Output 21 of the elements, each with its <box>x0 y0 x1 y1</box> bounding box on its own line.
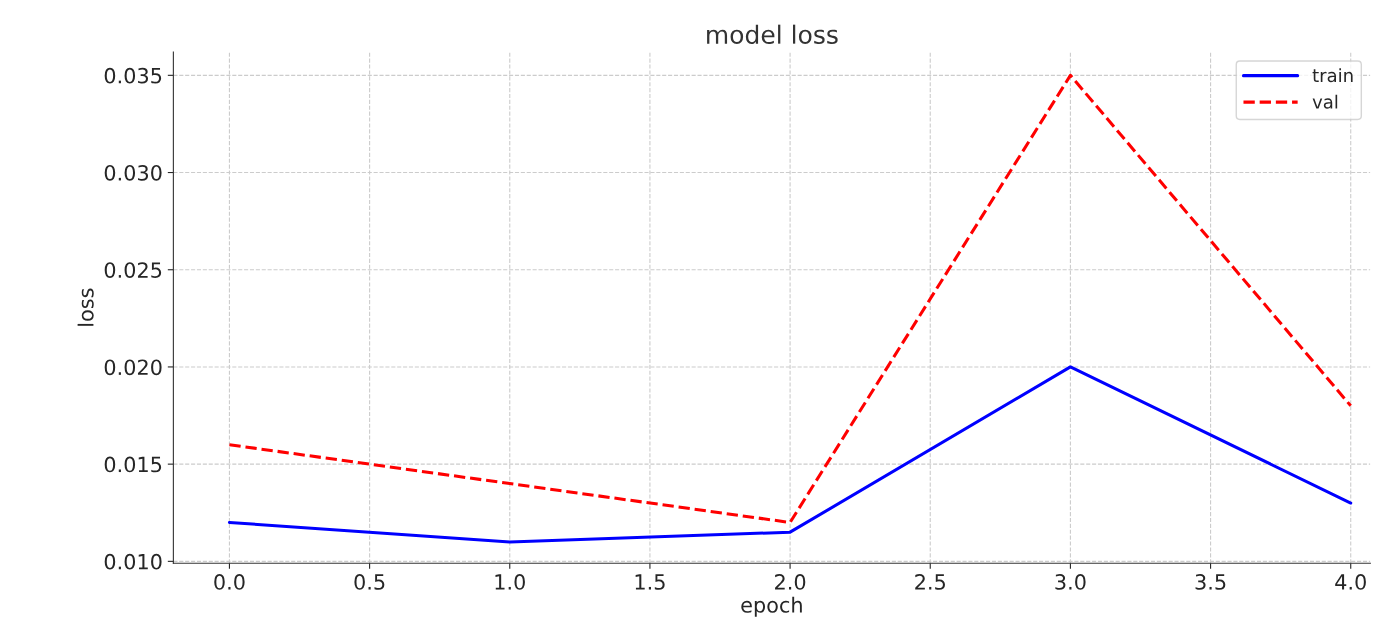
x-tick-label: 1.0 <box>495 574 525 590</box>
y-tick-label: 0.035 <box>104 67 162 84</box>
x-tick-label: 0.5 <box>354 574 385 590</box>
x-tick-label: 0.0 <box>214 574 245 590</box>
x-tick-label: 3.5 <box>1195 574 1226 590</box>
x-tick-label: 4.0 <box>1335 574 1366 590</box>
y-tick-label: 0.020 <box>104 359 162 376</box>
chart-title: model loss <box>707 24 838 45</box>
y-tick-label: 0.010 <box>104 553 162 570</box>
y-tick-label: 0.030 <box>104 164 162 181</box>
x-axis-title: epoch <box>741 596 802 617</box>
y-axis-title: loss <box>77 288 94 326</box>
x-tick-label: 2.0 <box>775 574 806 590</box>
x-tick-label: 3.0 <box>1055 574 1086 590</box>
line-series <box>227 365 1353 544</box>
x-tick-label: 2.5 <box>915 574 945 590</box>
y-tick-label: 0.015 <box>104 456 162 473</box>
x-tick-label: 1.5 <box>635 574 665 590</box>
legend-label: val <box>1312 94 1338 109</box>
y-tick-label: 0.025 <box>104 262 162 278</box>
legend-label: train <box>1312 68 1353 83</box>
